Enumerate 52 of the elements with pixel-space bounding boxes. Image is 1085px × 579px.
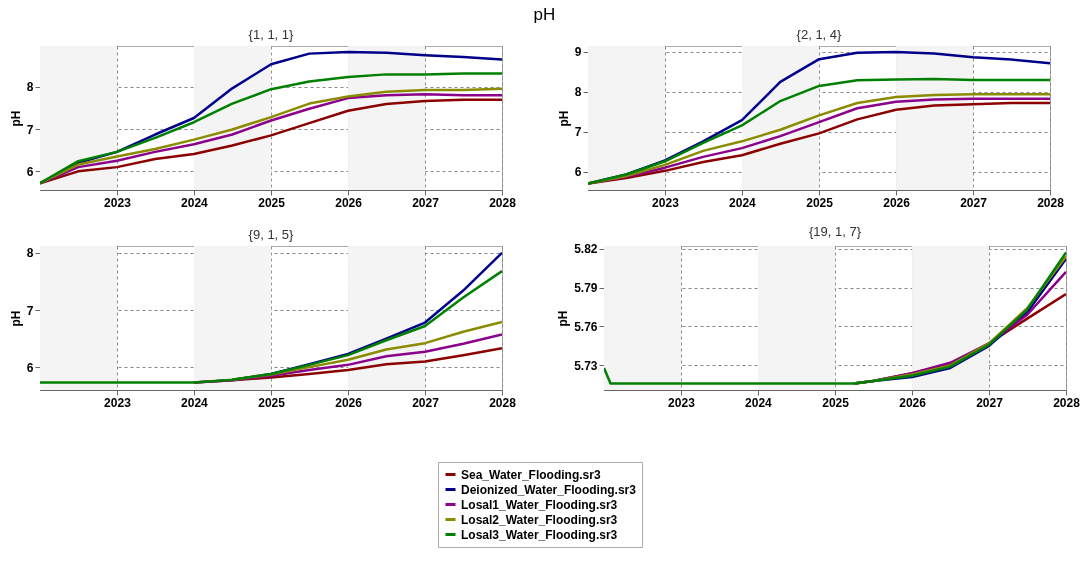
y-tick-label: 7 [26,303,34,318]
x-tick-label: 2025 [806,195,834,210]
legend-label: Losal3_Water_Flooding.sr3 [461,527,618,542]
x-tick-label: 2025 [258,195,286,210]
x-tick-label: 2023 [652,195,680,210]
y-tick-label: 8 [574,85,582,100]
x-tick-label: 2023 [104,395,132,410]
x-tick-label: 2026 [335,395,363,410]
y-axis-title: pH [8,310,23,327]
chart-title: {1, 1, 1} [248,27,295,42]
y-tick-label: 6 [574,165,582,180]
x-tick-label: 2028 [1053,395,1081,410]
y-tick-label: 5.76 [574,319,598,334]
x-tick-label: 2024 [181,395,209,410]
legend-label: Sea_Water_Flooding.sr3 [461,467,601,482]
y-tick-label: 8 [26,246,34,261]
x-tick-label: 2024 [745,395,773,410]
x-tick-label: 2024 [181,195,209,210]
x-tick-label: 2025 [258,395,286,410]
y-axis-title: pH [8,110,23,127]
x-tick-label: 2027 [960,195,988,210]
x-tick-label: 2023 [668,395,696,410]
y-tick-label: 6 [26,360,34,375]
legend-label: Losal1_Water_Flooding.sr3 [461,497,618,512]
y-tick-label: 5.79 [574,281,598,296]
chart-title: {19, 1, 7} [808,223,862,239]
y-tick-label: 8 [26,80,34,95]
y-tick-label: 7 [26,122,34,137]
x-tick-label: 2026 [335,195,363,210]
x-tick-label: 2028 [489,395,517,410]
x-tick-label: 2027 [412,395,440,410]
text: pH [533,5,556,25]
x-tick-label: 2027 [976,395,1004,410]
y-tick-label: 6 [26,164,34,179]
legend-label: Deionized_Water_Flooding.sr3 [461,482,637,497]
x-tick-label: 2024 [729,195,757,210]
x-tick-label: 2025 [822,395,850,410]
y-axis-title: pH [556,110,571,127]
legend-label: Losal2_Water_Flooding.sr3 [461,512,618,527]
chart-title: {9, 1, 5} [248,227,295,242]
y-axis-title: pH [556,310,571,327]
x-tick-label: 2028 [489,195,517,210]
x-tick-label: 2023 [104,195,132,210]
chart-title: {2, 1, 4} [796,26,843,42]
y-tick-label: 5.73 [574,358,598,373]
y-tick-label: 7 [574,125,582,140]
x-tick-label: 2028 [1037,195,1065,210]
x-tick-label: 2026 [883,195,911,210]
x-tick-label: 2027 [412,195,440,210]
x-tick-label: 2026 [899,395,927,410]
y-tick-label: 5.82 [574,242,598,257]
y-tick-label: 9 [574,45,582,60]
